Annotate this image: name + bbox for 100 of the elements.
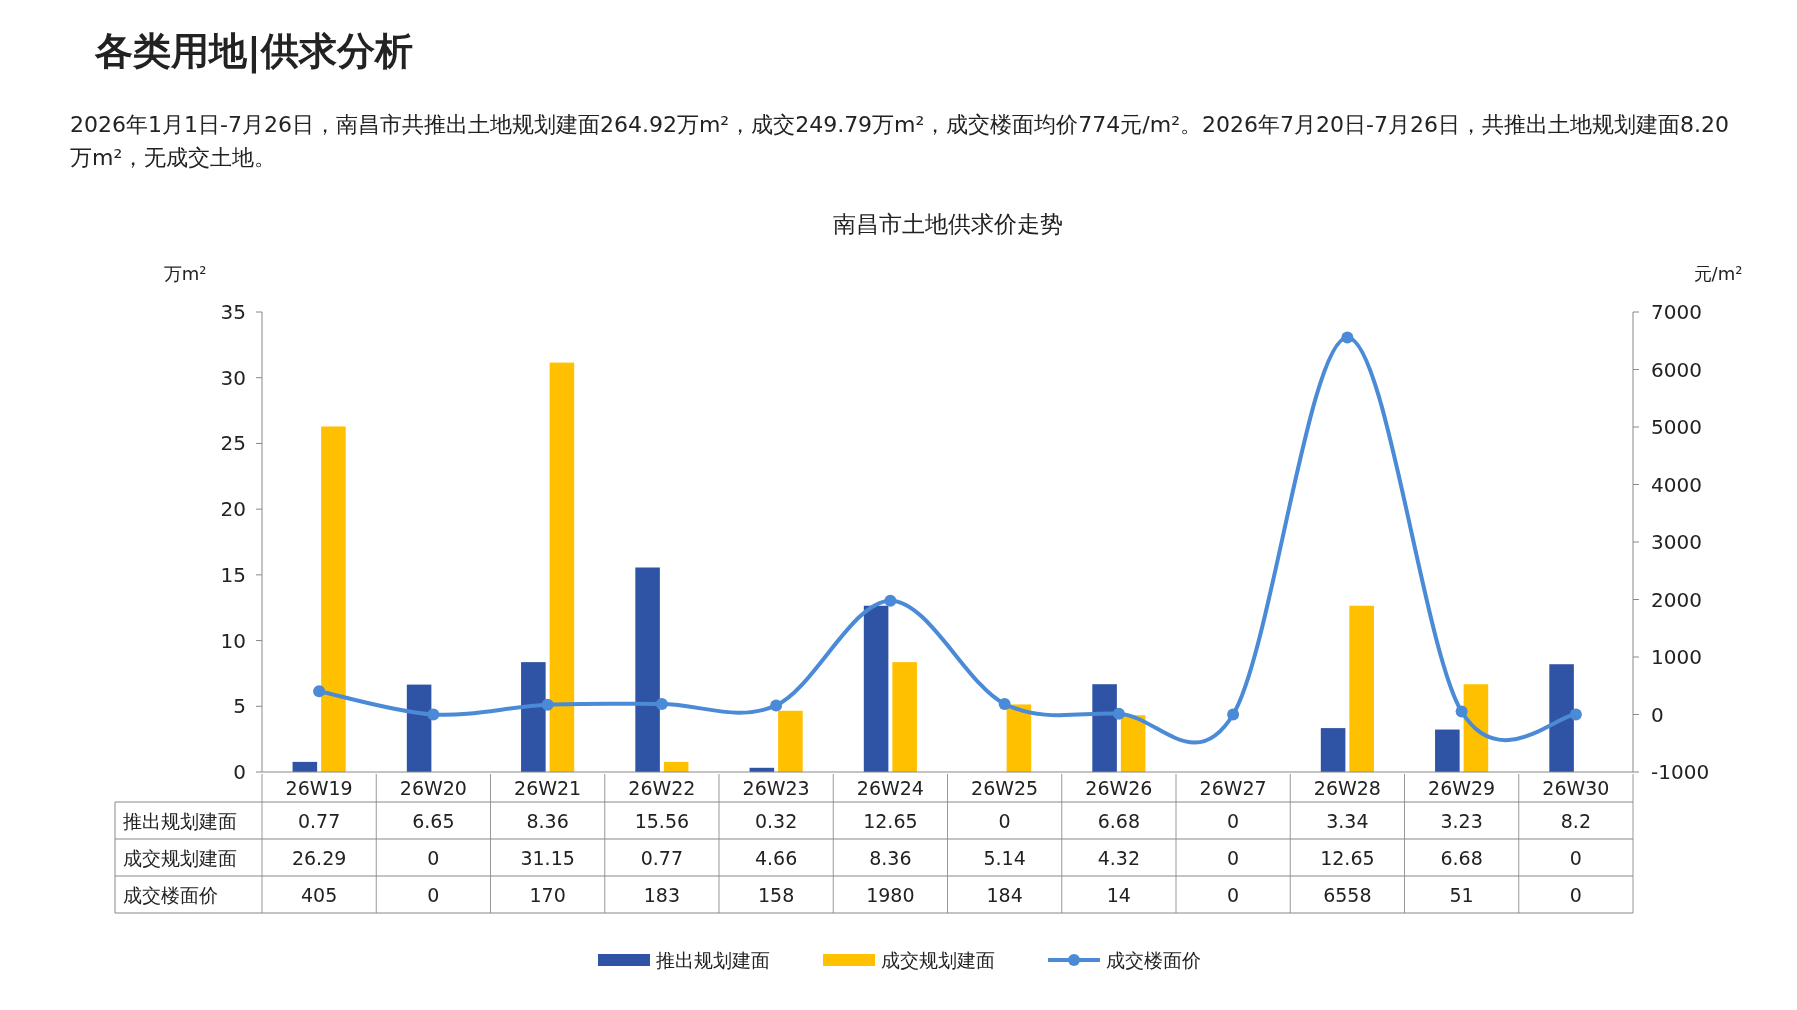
x-tick-label: 26W29 <box>1428 777 1496 799</box>
point <box>770 699 783 712</box>
y-tick-label: 10 <box>220 628 246 653</box>
y2-tick-label: -1000 <box>1651 760 1710 784</box>
y-tick-label: 0 <box>233 760 246 784</box>
point <box>998 697 1011 710</box>
x-tick-label: 26W30 <box>1542 777 1610 799</box>
x-tick-label: 26W20 <box>399 777 467 799</box>
data-label: 1980 <box>866 884 915 906</box>
x-tick-label: 26W19 <box>285 777 353 799</box>
bar <box>549 362 575 772</box>
data-label: 6.65 <box>412 810 455 832</box>
y2-tick-label: 5000 <box>1651 415 1702 439</box>
data-label: 0 <box>1227 847 1240 869</box>
y2-tick-label: 2000 <box>1651 587 1702 612</box>
point <box>1227 708 1240 721</box>
point <box>655 697 668 710</box>
data-label: 0 <box>1227 884 1240 906</box>
bar <box>1463 684 1489 772</box>
y2-tick-label: 6000 <box>1651 357 1702 382</box>
text: 成交规划建面 <box>123 847 237 869</box>
bar <box>863 605 889 772</box>
y2-tick-label: 7000 <box>1651 300 1702 324</box>
text: 各类用地|供求分析 <box>94 29 413 74</box>
data-label: 31.15 <box>520 847 575 869</box>
legend-label: 成交楼面价 <box>1106 949 1201 971</box>
bar <box>635 567 660 772</box>
x-tick-label: 26W24 <box>856 777 924 799</box>
data-label: 12.65 <box>863 810 918 832</box>
bar <box>892 662 917 772</box>
bar <box>1120 715 1146 772</box>
x-tick-label: 26W23 <box>742 777 810 799</box>
x-tick-label: 26W25 <box>971 777 1039 799</box>
data-label: 0.32 <box>754 810 798 832</box>
y-tick-label: 30 <box>220 365 246 390</box>
bar <box>321 426 346 772</box>
chart-title: 南昌市土地供求价走势 <box>832 211 1063 237</box>
data-label: 8.36 <box>869 847 912 869</box>
x-tick-label: 26W21 <box>514 777 582 799</box>
point <box>1569 708 1582 721</box>
legend-label: 成交规划建面 <box>881 949 995 971</box>
y-axis-title: 万m² <box>163 263 207 284</box>
data-label: 183 <box>643 884 681 906</box>
bar <box>778 710 803 772</box>
x-tick-label: 26W28 <box>1313 777 1381 799</box>
data-label: 0 <box>1569 847 1582 869</box>
data-label: 184 <box>986 884 1023 906</box>
data-label: 0 <box>427 847 440 869</box>
data-label: 0 <box>998 810 1011 832</box>
y-tick-label: 35 <box>220 300 246 324</box>
y2-axis-title: 元/m² <box>1693 263 1743 284</box>
data-label: 3.34 <box>1326 810 1369 832</box>
data-label: 51 <box>1449 884 1474 906</box>
bar <box>521 662 546 772</box>
point <box>313 685 326 698</box>
data-label: 170 <box>529 884 566 906</box>
data-label: 4.66 <box>754 847 798 869</box>
data-label: 0 <box>1569 884 1582 906</box>
data-label: 8.36 <box>526 810 569 832</box>
bar <box>1006 704 1032 772</box>
data-label: 6558 <box>1323 884 1372 906</box>
data-label: 15.56 <box>634 810 690 832</box>
point <box>884 594 897 607</box>
data-label: 0 <box>427 884 440 906</box>
x-tick-label: 26W27 <box>1199 777 1267 799</box>
data-label: 6.68 <box>1097 810 1141 832</box>
legend-item: 推出规划建面 <box>598 949 770 971</box>
point <box>541 698 554 711</box>
y-tick-label: 25 <box>220 431 246 456</box>
y-tick-label: 5 <box>233 694 246 719</box>
point <box>1455 705 1468 718</box>
data-label: 5.14 <box>983 847 1026 869</box>
y-tick-label: 20 <box>220 497 246 522</box>
point <box>1112 707 1125 720</box>
bar <box>1320 728 1346 772</box>
x-tick-label: 26W22 <box>628 777 696 799</box>
data-label: 0 <box>1227 810 1240 832</box>
bar <box>1435 729 1460 772</box>
bar <box>1349 605 1374 772</box>
data-label: 26.29 <box>291 847 347 869</box>
data-label: 3.23 <box>1440 810 1483 832</box>
point <box>1341 331 1354 344</box>
data-label: 0.77 <box>640 847 684 869</box>
data-label: 6.68 <box>1440 847 1483 869</box>
bar <box>1549 664 1574 772</box>
point <box>427 708 440 721</box>
y2-tick-label: 1000 <box>1651 645 1702 669</box>
text: 推出规划建面 <box>123 810 237 832</box>
data-label: 8.2 <box>1560 810 1591 832</box>
data-label: 12.65 <box>1320 847 1375 869</box>
bar <box>406 684 432 772</box>
x-tick-label: 26W26 <box>1085 777 1153 799</box>
y2-tick-label: 4000 <box>1651 472 1702 497</box>
legend-item: 成交楼面价 <box>1048 949 1201 971</box>
legend-label: 推出规划建面 <box>656 949 770 971</box>
y2-tick-label: 3000 <box>1651 530 1702 554</box>
data-label: 4.32 <box>1097 847 1141 869</box>
legend-item: 成交规划建面 <box>823 949 995 971</box>
text: 成交楼面价 <box>123 884 218 906</box>
text: 2026年1月1日-7月26日，南昌市共推出土地规划建面264.92万m²，成交249.79万m²，成交楼面均价774元/m²。2026年7月20日-7月26日，共推出土地规划建面8.20万m²，无成交土地。 <box>70 111 1730 172</box>
